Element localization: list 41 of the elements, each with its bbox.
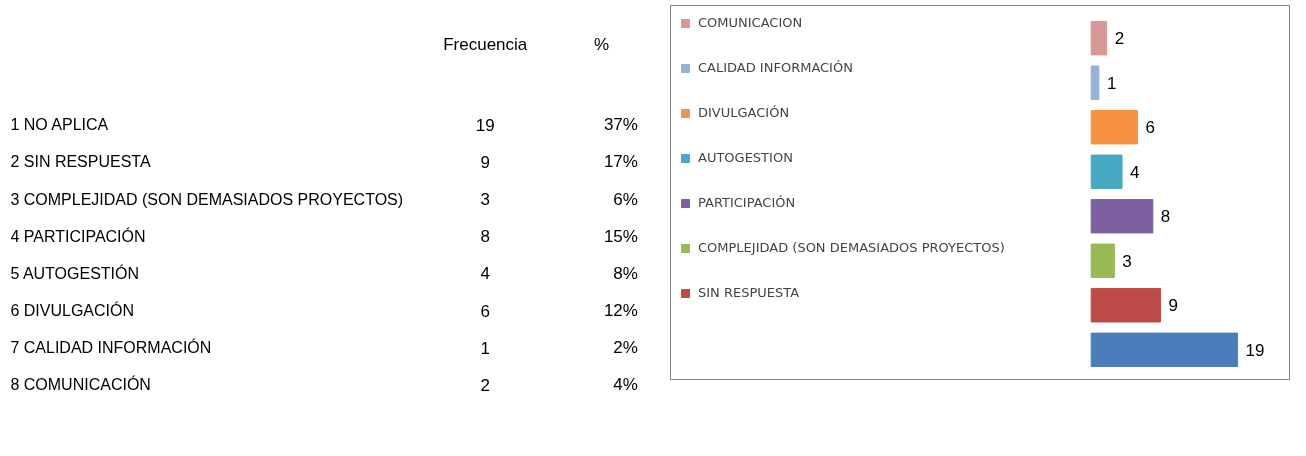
text: 1 [480,338,490,358]
legend-label: COMPLEJIDAD (SON DEMASIADOS PROYECTOS) [698,240,1005,255]
legend-label: CALIDAD INFORMACIÓN [698,60,853,75]
text: 12% [603,301,638,321]
legend-label: COMUNICACION [698,15,803,30]
data-label: 3 [1122,251,1132,271]
data-label: 8 [1160,207,1171,227]
text: 3 COMPLEJIDAD (SON DEMASIADOS PROYECTOS) [10,190,404,208]
text: 4% [613,375,638,395]
text: 2 SIN RESPUESTA [10,153,151,171]
text: 6 DIVULGACIÓN [10,301,135,320]
text: 6% [613,189,638,209]
text: Frecuencia [443,35,528,55]
legend-label: DIVULGACIÓN [698,105,790,120]
text: 8% [613,263,638,283]
text: 37% [603,115,638,135]
text: 8 COMUNICACIÓN [10,375,151,394]
text: 3 [480,190,490,210]
text: 7 CALIDAD INFORMACIÓN [10,338,212,357]
text: % [593,35,610,55]
legend-label: AUTOGESTION [698,150,793,165]
text: 2 [480,375,490,395]
text: 19 [475,115,495,135]
text: 5 AUTOGESTIÓN [10,263,140,282]
text: 2% [613,338,638,358]
text: 6 [480,301,490,321]
data-label: 2 [1114,29,1125,49]
text: 4 PARTICIPACIÓN [10,226,146,245]
legend-label: PARTICIPACIÓN [698,195,796,210]
text: 9 [480,152,490,172]
text: 17% [603,152,638,172]
data-label: 19 [1245,340,1265,360]
text: 8 [480,227,490,247]
data-label: 1 [1106,73,1117,93]
data-label: 6 [1145,118,1155,138]
text: 1 NO APLICA [10,116,109,134]
data-label: 9 [1168,296,1179,316]
text: 4 [480,264,490,284]
text: 15% [603,226,638,246]
legend-label: SIN RESPUESTA [698,285,800,300]
data-label: 4 [1130,162,1140,182]
